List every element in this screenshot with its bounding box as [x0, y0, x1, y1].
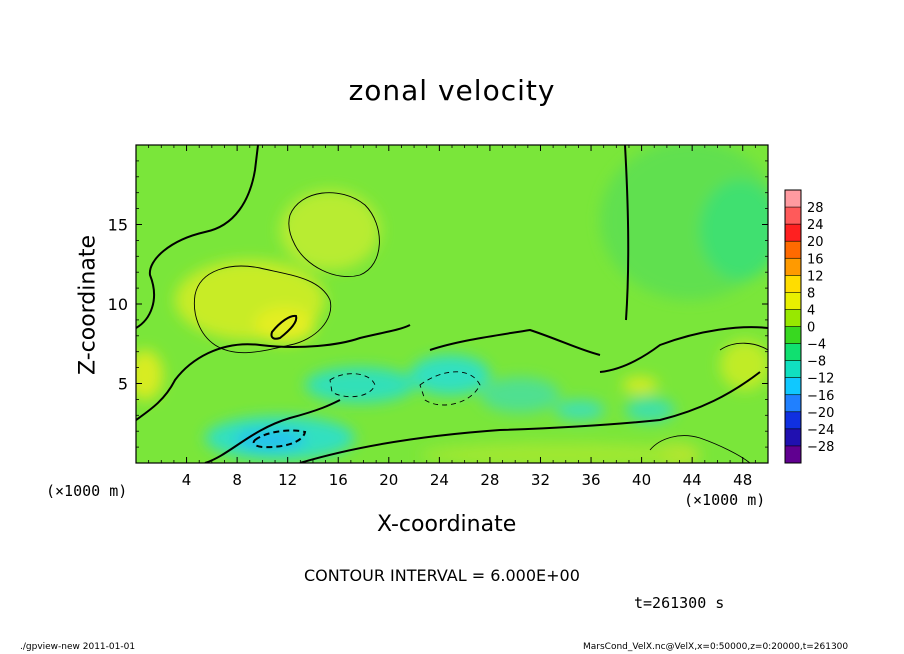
y-tick-label: 5 [118, 375, 128, 394]
colorbar-swatch [785, 275, 801, 293]
colorbar-swatch [785, 411, 801, 430]
contour-zero [624, 145, 630, 321]
colorbar-swatch [785, 377, 801, 396]
colorbar-label: −16 [807, 389, 834, 404]
x-tick-label: 4 [182, 471, 192, 489]
y-tick-label: 10 [108, 295, 128, 314]
contour-zero [599, 326, 768, 373]
contour-positive [270, 314, 298, 340]
x-axis-label: X-coordinate [377, 512, 517, 537]
colorbar-swatch [785, 292, 801, 310]
x-tick-label: 20 [379, 471, 398, 489]
x-tick-label: 36 [581, 471, 600, 489]
x-tick-label: 28 [480, 471, 499, 489]
y-axis-ticks: 5 10 15 [108, 160, 768, 448]
colorbar-label: −28 [807, 440, 834, 455]
chart-title: zonal velocity [348, 74, 556, 107]
colorbar-swatch [785, 394, 801, 413]
x-axis-ticks: 4 8 12 16 20 24 28 32 36 40 44 48 [148, 145, 756, 489]
contour-thin [419, 371, 481, 406]
colorbar-label: 20 [807, 235, 824, 250]
x-tick-label: 24 [430, 471, 449, 489]
contour-interval-label: CONTOUR INTERVAL = 6.000E+00 [304, 566, 580, 585]
x-tick-label: 44 [683, 471, 702, 489]
colorbar-swatch [785, 224, 801, 242]
contour-thin [649, 435, 751, 463]
x-tick-label: 48 [733, 471, 752, 489]
colorbar-swatch [785, 190, 801, 208]
x-tick-label: 12 [278, 471, 297, 489]
y-tick-label: 15 [108, 216, 128, 235]
contour-zero [136, 324, 411, 421]
colorbar-label: 24 [807, 218, 824, 233]
colorbar-label: 12 [807, 269, 824, 284]
colorbar-swatch [785, 207, 801, 225]
contour-negative [252, 429, 307, 449]
x-tick-label: 40 [632, 471, 651, 489]
x-axis-unit-left: (×1000 m) [46, 482, 128, 500]
contour-lines [136, 145, 768, 463]
colorbar-label: −20 [807, 406, 834, 421]
footer-command: ./gpview-new 2011-01-01 [20, 642, 136, 652]
colorbar-label: 28 [807, 201, 824, 216]
colorbar-swatch [785, 258, 801, 276]
contour-zero [299, 371, 761, 463]
colorbar-swatch [785, 326, 801, 345]
colorbar-label: 8 [807, 286, 815, 301]
colorbar-swatch [785, 445, 801, 464]
x-tick-label: 32 [531, 471, 550, 489]
x-tick-label: 16 [329, 471, 348, 489]
contour-zero [429, 328, 601, 356]
time-label: t=261300 s [634, 594, 725, 612]
contour-thin [719, 342, 768, 351]
heatmap-field [136, 145, 768, 463]
colorbar: 28 24 20 16 12 8 4 0 −4 −8 −12 −16 −20 −24 −28 [784, 189, 834, 464]
contour-thin [193, 265, 332, 354]
colorbar-label: −4 [807, 338, 826, 353]
colorbar-label: 16 [807, 252, 824, 267]
contour-thin [288, 192, 380, 277]
contour-zero [204, 399, 341, 463]
colorbar-label: 4 [807, 303, 815, 318]
colorbar-label: −8 [807, 355, 826, 370]
colorbar-swatch [785, 428, 801, 447]
x-tick-label: 8 [232, 471, 242, 489]
colorbar-swatch [785, 360, 801, 379]
colorbar-label: −24 [807, 423, 834, 438]
colorbar-swatch [785, 343, 801, 362]
footer-source: MarsCond_VelX.nc@VelX,x=0:50000,z=0:2000… [583, 642, 849, 652]
colorbar-swatch [785, 309, 801, 327]
colorbar-swatch [785, 241, 801, 259]
colorbar-label: −12 [807, 372, 834, 387]
contour-zero [136, 145, 259, 329]
x-axis-unit-right: (×1000 m) [684, 491, 766, 509]
colorbar-label: 0 [807, 321, 815, 336]
